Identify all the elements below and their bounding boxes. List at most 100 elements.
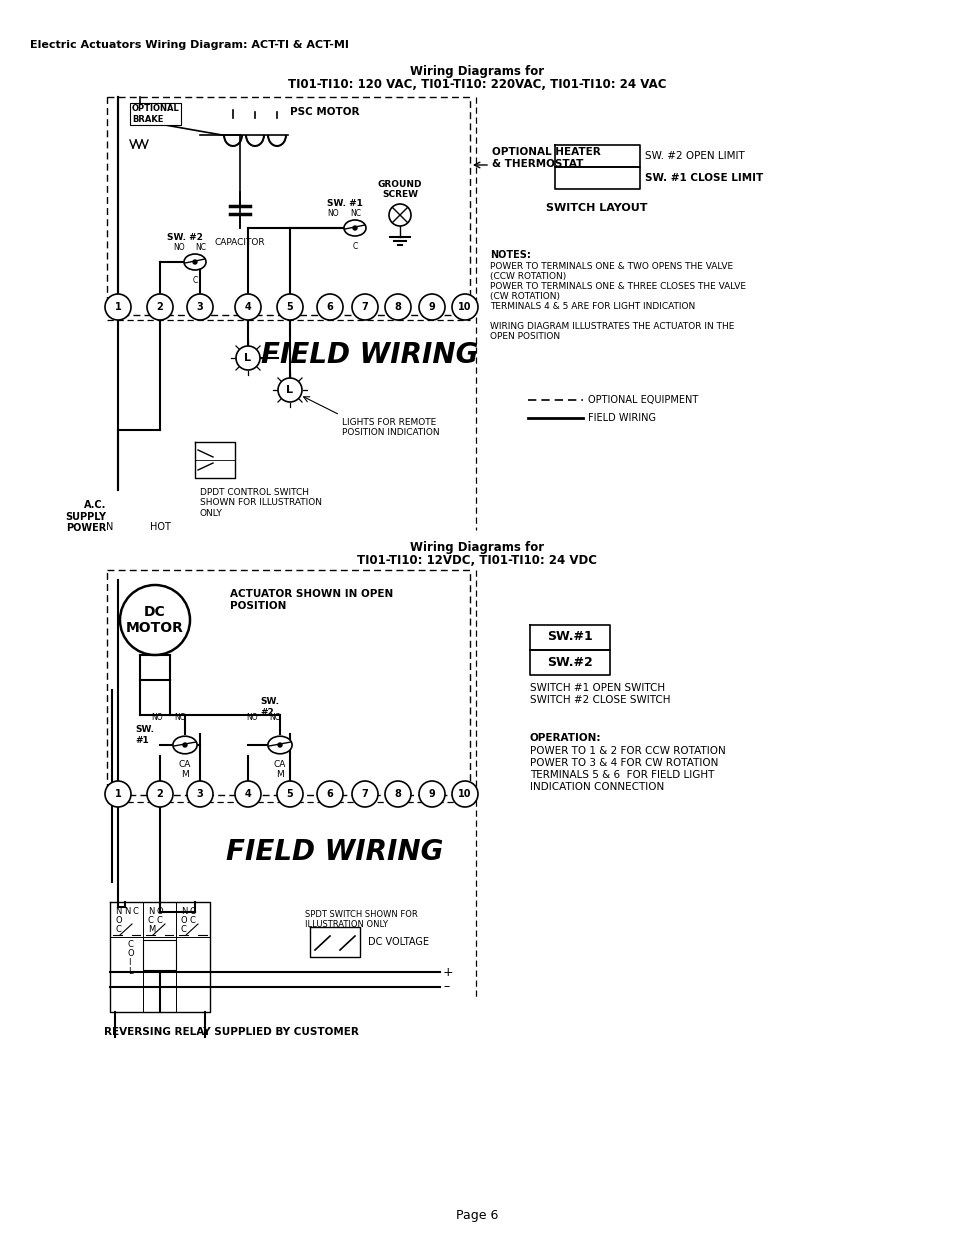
- Text: C: C: [352, 242, 357, 251]
- Text: SW.
#1: SW. #1: [135, 725, 153, 745]
- Text: POWER TO TERMINALS ONE & TWO OPENS THE VALVE: POWER TO TERMINALS ONE & TWO OPENS THE V…: [490, 262, 732, 270]
- Circle shape: [187, 294, 213, 320]
- Text: 9: 9: [428, 303, 435, 312]
- Text: 8: 8: [395, 789, 401, 799]
- Text: GROUND
SCREW: GROUND SCREW: [377, 179, 422, 199]
- Ellipse shape: [268, 736, 292, 753]
- Text: OPTIONAL EQUIPMENT: OPTIONAL EQUIPMENT: [587, 395, 698, 405]
- Text: FIELD WIRING: FIELD WIRING: [587, 412, 656, 424]
- Text: 6: 6: [326, 303, 333, 312]
- Circle shape: [234, 294, 261, 320]
- Circle shape: [277, 743, 282, 747]
- Text: 1: 1: [114, 303, 121, 312]
- Circle shape: [385, 294, 411, 320]
- Text: 4: 4: [244, 789, 251, 799]
- Circle shape: [187, 781, 213, 806]
- Text: MOTOR: MOTOR: [126, 621, 184, 635]
- Circle shape: [276, 294, 303, 320]
- Circle shape: [418, 294, 444, 320]
- Circle shape: [316, 294, 343, 320]
- Text: INDICATION CONNECTION: INDICATION CONNECTION: [530, 782, 663, 792]
- Circle shape: [389, 204, 411, 226]
- Text: DC VOLTAGE: DC VOLTAGE: [368, 937, 429, 947]
- Text: NO: NO: [172, 242, 185, 252]
- Circle shape: [234, 781, 261, 806]
- Circle shape: [235, 346, 260, 370]
- Ellipse shape: [184, 254, 206, 270]
- Text: OPEN POSITION: OPEN POSITION: [490, 332, 559, 341]
- Text: SW.#1: SW.#1: [547, 631, 592, 643]
- Text: CA
M: CA M: [178, 760, 191, 779]
- Text: N: N: [124, 906, 131, 916]
- Text: OPTIONAL HEATER
& THERMOSTAT: OPTIONAL HEATER & THERMOSTAT: [492, 147, 600, 169]
- Text: NO: NO: [151, 713, 163, 721]
- Text: I: I: [128, 958, 131, 967]
- Text: OPTIONAL
BRAKE: OPTIONAL BRAKE: [132, 104, 179, 124]
- Text: TI01-TI10: 12VDC, TI01-TI10: 24 VDC: TI01-TI10: 12VDC, TI01-TI10: 24 VDC: [356, 553, 597, 567]
- Text: C: C: [193, 275, 197, 285]
- Text: CAPACITOR: CAPACITOR: [214, 238, 265, 247]
- Circle shape: [105, 781, 131, 806]
- Circle shape: [105, 294, 131, 320]
- Text: C: C: [115, 925, 121, 934]
- Text: SW.#2: SW.#2: [547, 656, 592, 668]
- Circle shape: [385, 781, 411, 806]
- Text: 1: 1: [114, 789, 121, 799]
- Circle shape: [276, 781, 303, 806]
- Circle shape: [193, 261, 196, 264]
- Text: N: N: [106, 522, 113, 532]
- Text: Wiring Diagrams for: Wiring Diagrams for: [410, 541, 543, 555]
- Text: HOT: HOT: [150, 522, 171, 532]
- Circle shape: [277, 378, 302, 403]
- Text: C: C: [190, 906, 195, 916]
- Text: NC: NC: [174, 713, 185, 721]
- Circle shape: [120, 585, 190, 655]
- Text: NC: NC: [194, 242, 206, 252]
- Text: SWITCH LAYOUT: SWITCH LAYOUT: [546, 203, 647, 212]
- Text: SW. #1 CLOSE LIMIT: SW. #1 CLOSE LIMIT: [644, 173, 762, 183]
- Ellipse shape: [172, 736, 197, 753]
- Circle shape: [183, 743, 187, 747]
- Text: N: N: [115, 906, 121, 916]
- Text: NOTES:: NOTES:: [490, 249, 530, 261]
- Text: NO: NO: [246, 713, 257, 721]
- Text: M: M: [148, 925, 155, 934]
- Text: LIGHTS FOR REMOTE
POSITION INDICATION: LIGHTS FOR REMOTE POSITION INDICATION: [341, 417, 439, 437]
- Circle shape: [452, 781, 477, 806]
- Text: 4: 4: [244, 303, 251, 312]
- Text: 3: 3: [196, 789, 203, 799]
- Text: POWER TO TERMINALS ONE & THREE CLOSES THE VALVE: POWER TO TERMINALS ONE & THREE CLOSES TH…: [490, 282, 745, 291]
- Text: 7: 7: [361, 303, 368, 312]
- Text: POWER TO 3 & 4 FOR CW ROTATION: POWER TO 3 & 4 FOR CW ROTATION: [530, 758, 718, 768]
- Text: C: C: [128, 940, 133, 948]
- Text: SW. #1: SW. #1: [327, 199, 362, 207]
- Text: 3: 3: [196, 303, 203, 312]
- Text: +: +: [442, 966, 453, 978]
- Text: SWITCH #2 CLOSE SWITCH: SWITCH #2 CLOSE SWITCH: [530, 695, 670, 705]
- Circle shape: [352, 294, 377, 320]
- Text: O: O: [181, 916, 188, 925]
- Text: O: O: [157, 906, 164, 916]
- Circle shape: [316, 781, 343, 806]
- Text: Electric Actuators Wiring Diagram: ACT-TI & ACT-MI: Electric Actuators Wiring Diagram: ACT-T…: [30, 40, 349, 49]
- Text: DC: DC: [144, 605, 166, 619]
- Text: C: C: [190, 916, 195, 925]
- Text: L: L: [286, 385, 294, 395]
- Text: 10: 10: [457, 789, 471, 799]
- Circle shape: [352, 781, 377, 806]
- Text: SW. #2 OPEN LIMIT: SW. #2 OPEN LIMIT: [644, 151, 744, 161]
- Text: 5: 5: [286, 303, 294, 312]
- Text: C: C: [148, 916, 153, 925]
- Text: POWER TO 1 & 2 FOR CCW ROTATION: POWER TO 1 & 2 FOR CCW ROTATION: [530, 746, 725, 756]
- Text: FIELD WIRING: FIELD WIRING: [261, 341, 478, 369]
- Circle shape: [147, 781, 172, 806]
- Text: NO: NO: [327, 209, 338, 217]
- Text: 2: 2: [156, 789, 163, 799]
- Text: O: O: [115, 916, 121, 925]
- Text: N: N: [148, 906, 154, 916]
- Text: 8: 8: [395, 303, 401, 312]
- Text: NC: NC: [269, 713, 280, 721]
- Text: N: N: [181, 906, 187, 916]
- Text: (CW ROTATION): (CW ROTATION): [490, 291, 559, 301]
- Text: L: L: [244, 353, 252, 363]
